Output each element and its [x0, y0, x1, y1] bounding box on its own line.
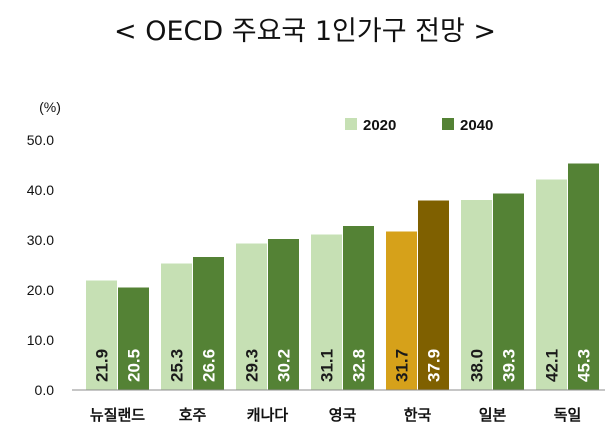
bar-2020	[236, 243, 267, 390]
data-label: 38.0	[468, 349, 487, 382]
data-label: 25.3	[168, 349, 187, 382]
x-tick-label: 뉴질랜드	[90, 406, 145, 424]
y-tick-label: 50.0	[27, 132, 54, 148]
bar-group: 42.1 45.3	[536, 163, 599, 390]
data-label: 31.1	[318, 349, 337, 382]
bar-2020	[536, 179, 567, 390]
x-tick-label: 호주	[179, 406, 207, 424]
data-label: 21.9	[93, 349, 112, 382]
x-tick-label: 한국	[404, 406, 432, 424]
legend-item: 2040	[442, 117, 493, 134]
bar-2040	[493, 193, 524, 390]
data-label: 29.3	[243, 349, 262, 382]
y-axis-unit: (%)	[39, 99, 61, 115]
bar-2040	[418, 200, 449, 390]
y-tick-label: 30.0	[27, 232, 54, 248]
bar-2020	[161, 263, 192, 390]
bar-group: 25.3 26.6	[161, 257, 224, 390]
x-tick-label: 일본	[479, 406, 507, 424]
bar-2040	[568, 163, 599, 390]
legend-item: 2020	[345, 117, 396, 134]
bar-group: 21.9 20.5	[86, 280, 149, 390]
x-axis: 뉴질랜드 호주 캐나다 영국 한국 일본 독일	[72, 389, 605, 424]
data-label: 26.6	[200, 349, 219, 382]
bar-2040	[343, 226, 374, 390]
bar-2020	[311, 234, 342, 390]
data-label: 39.3	[500, 349, 519, 382]
bars: 21.9 20.5 25.3 26.6 29.3 30.2 31.1 32.8 31.7 37.9…	[86, 163, 599, 390]
bar-2040	[118, 287, 149, 390]
y-tick-label: 10.0	[27, 332, 54, 348]
legend-label: 2040	[460, 117, 493, 134]
y-tick-label: 20.0	[27, 282, 54, 298]
chart-title: < OECD 주요국 1인가구 전망 >	[114, 16, 496, 47]
bar-group: 31.1 32.8	[311, 226, 374, 390]
data-label: 32.8	[350, 349, 369, 382]
bar-2020	[461, 200, 492, 390]
bar-group: 29.3 30.2	[236, 239, 299, 390]
bar-2020	[386, 231, 417, 390]
bar-group: 38.0 39.3	[461, 193, 524, 390]
legend: 2020 2040	[345, 117, 493, 134]
x-tick-label: 영국	[329, 406, 357, 424]
legend-label: 2020	[363, 117, 396, 134]
data-label: 37.9	[425, 349, 444, 382]
legend-swatch	[345, 118, 357, 130]
bar-2040	[268, 239, 299, 390]
bar-group: 31.7 37.9	[386, 200, 449, 390]
data-label: 42.1	[543, 349, 562, 382]
bar-2020	[86, 280, 117, 390]
data-label: 31.7	[393, 349, 412, 382]
y-tick-label: 0.0	[35, 382, 55, 398]
y-tick-label: 40.0	[27, 182, 54, 198]
data-label: 45.3	[575, 349, 594, 382]
y-axis: 0.0 10.0 20.0 30.0 40.0 50.0	[27, 132, 54, 398]
x-tick-label: 독일	[554, 406, 582, 424]
x-tick-label: 캐나다	[247, 406, 289, 424]
data-label: 30.2	[275, 349, 294, 382]
data-label: 20.5	[125, 349, 144, 382]
bar-2040	[193, 257, 224, 390]
legend-swatch	[442, 118, 454, 130]
